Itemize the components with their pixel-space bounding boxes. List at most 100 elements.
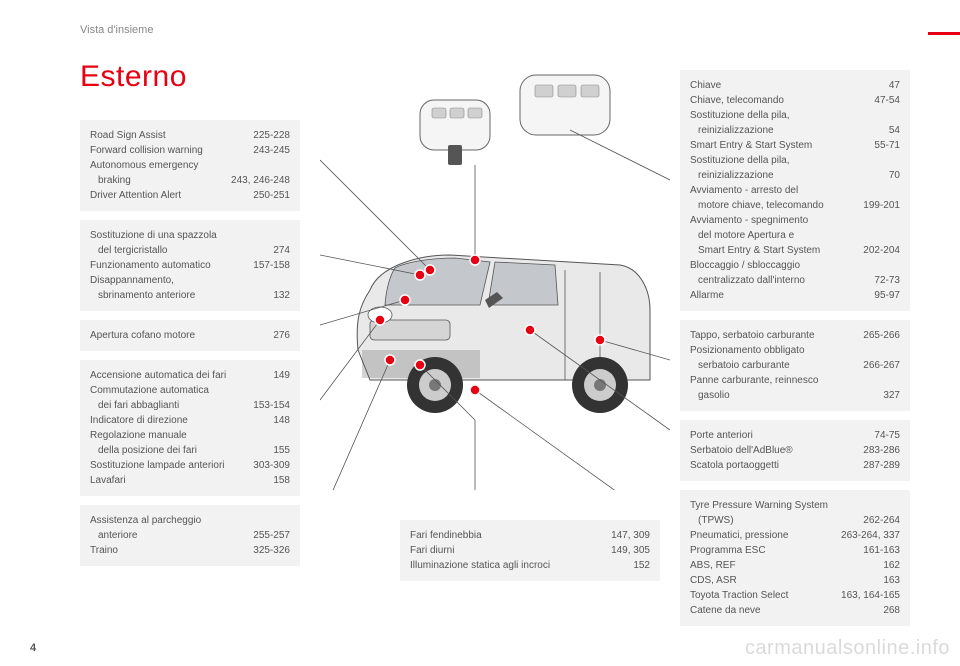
index-label: dei fari abbaglianti <box>90 398 247 413</box>
index-label: Indicatore di direzione <box>90 413 267 428</box>
index-row: Avviamento - spegnimento <box>690 213 900 228</box>
index-label: reinizializzazione <box>690 123 883 138</box>
index-row: Fari diurni149, 305 <box>410 543 650 558</box>
header-accent-strip <box>928 32 960 35</box>
index-row: gasolio327 <box>690 388 900 403</box>
index-pages: 276 <box>273 328 290 343</box>
index-pages: 255-257 <box>253 528 290 543</box>
index-row: Commutazione automatica <box>90 383 290 398</box>
index-pages: 327 <box>883 388 900 403</box>
index-box: Assistenza al parcheggioanteriore255-257… <box>80 505 300 566</box>
index-label: Smart Entry & Start System <box>690 243 857 258</box>
index-label: Accensione automatica dei fari <box>90 368 267 383</box>
index-label: Autonomous emergency <box>90 158 284 173</box>
index-row: centralizzato dall'interno 72-73 <box>690 273 900 288</box>
index-pages: 55-71 <box>874 138 900 153</box>
index-row: dei fari abbaglianti153-154 <box>90 398 290 413</box>
index-label: Tappo, serbatoio carburante <box>690 328 857 343</box>
index-pages: 262-264 <box>863 513 900 528</box>
index-box: Porte anteriori74-75Serbatoio dell'AdBlu… <box>680 420 910 481</box>
index-label: Posizionamento obbligato <box>690 343 894 358</box>
index-row: Avviamento - arresto del <box>690 183 900 198</box>
index-row: Scatola portaoggetti287-289 <box>690 458 900 473</box>
index-row: Chiave, telecomando 47-54 <box>690 93 900 108</box>
index-label: Funzionamento automatico <box>90 258 247 273</box>
index-label: Sostituzione lampade anteriori <box>90 458 247 473</box>
index-row: Traino 325-326 <box>90 543 290 558</box>
index-label: serbatoio carburante <box>690 358 857 373</box>
key-fob-left-icon <box>420 100 490 165</box>
index-pages: 163 <box>883 573 900 588</box>
index-row: Porte anteriori74-75 <box>690 428 900 443</box>
index-label: CDS, ASR <box>690 573 877 588</box>
index-row: Sostituzione della pila, <box>690 108 900 123</box>
index-label: Panne carburante, reinnesco <box>690 373 894 388</box>
index-row: Sostituzione di una spazzola <box>90 228 290 243</box>
index-label: Forward collision warning <box>90 143 247 158</box>
index-label: Porte anteriori <box>690 428 868 443</box>
index-pages: 202-204 <box>863 243 900 258</box>
index-label: reinizializzazione <box>690 168 883 183</box>
index-pages: 148 <box>273 413 290 428</box>
index-pages: 265-266 <box>863 328 900 343</box>
index-row: Catene da neve268 <box>690 603 900 618</box>
index-pages: 152 <box>633 558 650 573</box>
index-row: Regolazione manuale <box>90 428 290 443</box>
index-label: Fari fendinebbia <box>410 528 605 543</box>
vehicle-illustration <box>320 60 670 490</box>
index-pages: 325-326 <box>253 543 290 558</box>
index-label: del tergicristallo <box>90 243 267 258</box>
index-label: sbrinamento anteriore <box>90 288 267 303</box>
index-pages: 54 <box>889 123 900 138</box>
index-row: della posizione dei fari 155 <box>90 443 290 458</box>
index-pages: 158 <box>273 473 290 488</box>
index-pages: 47-54 <box>874 93 900 108</box>
index-row: Autonomous emergency <box>90 158 290 173</box>
index-row: Lavafari158 <box>90 473 290 488</box>
watermark: carmanualsonline.info <box>745 637 950 660</box>
index-row: Smart Entry & Start System 202-204 <box>690 243 900 258</box>
index-label: Chiave, telecomando <box>690 93 868 108</box>
index-pages: 199-201 <box>863 198 900 213</box>
index-box: Apertura cofano motore276 <box>80 320 300 351</box>
index-pages: 155 <box>273 443 290 458</box>
index-label: Bloccaggio / sbloccaggio <box>690 258 894 273</box>
index-label: Pneumatici, pressione <box>690 528 835 543</box>
index-pages: 243, 246-248 <box>231 173 290 188</box>
index-label: centralizzato dall'interno <box>690 273 868 288</box>
index-label: Avviamento - arresto del <box>690 183 894 198</box>
index-pages: 287-289 <box>863 458 900 473</box>
index-label: Assistenza al parcheggio <box>90 513 284 528</box>
index-label: Road Sign Assist <box>90 128 247 143</box>
index-row: Chiave47 <box>690 78 900 93</box>
index-label: Traino <box>90 543 247 558</box>
index-label: Smart Entry & Start System <box>690 138 868 153</box>
index-pages: 250-251 <box>253 188 290 203</box>
index-label: Allarme <box>690 288 868 303</box>
index-row: Indicatore di direzione 148 <box>90 413 290 428</box>
index-row: del tergicristallo274 <box>90 243 290 258</box>
index-label: Illuminazione statica agli incroci <box>410 558 627 573</box>
index-label: del motore Apertura e <box>690 228 894 243</box>
index-pages: 303-309 <box>253 458 290 473</box>
index-row: Panne carburante, reinnesco <box>690 373 900 388</box>
index-row: reinizializzazione 54 <box>690 123 900 138</box>
index-row: Road Sign Assist 225-228 <box>90 128 290 143</box>
index-box: Chiave47Chiave, telecomando 47-54Sostituz… <box>680 70 910 311</box>
index-row: Apertura cofano motore276 <box>90 328 290 343</box>
index-label: braking <box>90 173 225 188</box>
index-row: Disappannamento, <box>90 273 290 288</box>
index-pages: 149 <box>273 368 290 383</box>
index-row: Bloccaggio / sbloccaggio <box>690 258 900 273</box>
index-label: Commutazione automatica <box>90 383 284 398</box>
index-pages: 72-73 <box>874 273 900 288</box>
index-pages: 70 <box>889 168 900 183</box>
index-label: della posizione dei fari <box>90 443 267 458</box>
index-label: Chiave <box>690 78 883 93</box>
index-pages: 225-228 <box>253 128 290 143</box>
index-row: Pneumatici, pressione263-264, 337 <box>690 528 900 543</box>
van-icon <box>357 255 650 413</box>
index-label: Regolazione manuale <box>90 428 284 443</box>
index-pages: 157-158 <box>253 258 290 273</box>
index-box: Tyre Pressure Warning System(TPWS)262-26… <box>680 490 910 626</box>
